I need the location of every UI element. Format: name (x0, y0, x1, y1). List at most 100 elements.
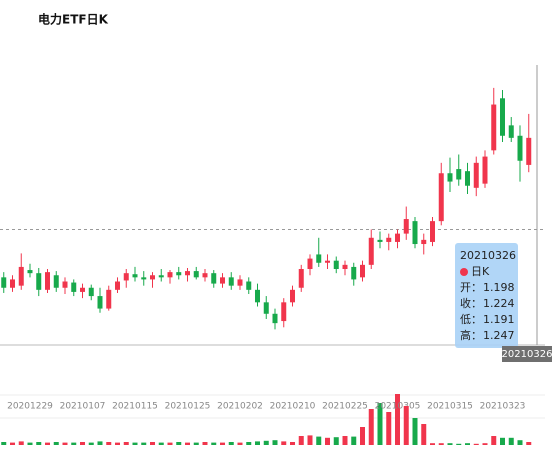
x-tick-label: 20210323 (480, 402, 526, 412)
tooltip-date: 20210326 (460, 249, 516, 262)
volume-bar (421, 424, 427, 445)
volume-bar (482, 443, 488, 445)
candle-body (272, 313, 278, 324)
volume-bar (88, 442, 94, 445)
x-tick-label: 20210210 (270, 402, 316, 412)
candle-body (517, 135, 523, 161)
candle-body (220, 277, 225, 284)
candle-body (115, 281, 120, 290)
candle-body (132, 274, 138, 278)
tooltip-label: 收： (460, 296, 482, 310)
volume-bar (298, 436, 304, 445)
candle-body (228, 277, 234, 286)
volume-bar (438, 443, 444, 445)
candle-body (255, 289, 260, 303)
volume-bar (10, 442, 15, 445)
volume-bar (237, 442, 243, 445)
candle-body (281, 302, 287, 322)
volume-bar (132, 442, 138, 445)
candle-body (333, 260, 339, 270)
volume-bar (456, 443, 462, 445)
volume-bar (281, 441, 287, 445)
volume-bar (272, 440, 278, 445)
candle-body (412, 221, 418, 245)
volume-bar (412, 418, 418, 445)
candle-body (167, 272, 173, 278)
candle-body (351, 266, 357, 280)
volume-bar (473, 443, 479, 445)
volume-bar (526, 442, 532, 445)
volume-bar (185, 442, 190, 445)
tooltip-value: 1.191 (483, 313, 515, 326)
candle-body (158, 275, 164, 278)
volume-bar (62, 442, 68, 445)
tooltip-dot (460, 268, 468, 276)
candle-body (211, 273, 217, 284)
candle-body (447, 173, 453, 182)
candle-body (141, 277, 147, 280)
candle-body (246, 281, 252, 290)
tooltip-label: 高： (460, 328, 482, 342)
candle-body (290, 289, 295, 303)
candle-body (185, 271, 190, 276)
tooltip-box (455, 243, 518, 348)
candle-body (62, 281, 68, 288)
volume-bar (447, 443, 453, 445)
candle-body (176, 272, 182, 276)
volume-bar (167, 442, 173, 445)
volume-bar (325, 437, 330, 445)
candle-body (500, 98, 505, 136)
candle-body (430, 221, 435, 242)
candle-body (193, 271, 199, 278)
volume-bar (220, 442, 225, 445)
x-tick-label: 20210107 (60, 402, 106, 412)
x-tick-label: 20210115 (112, 402, 158, 412)
x-tick-label: 20210125 (165, 402, 211, 412)
candle-body (45, 272, 50, 290)
candle-body (150, 275, 155, 280)
volume-bar (368, 409, 374, 445)
candle-body (307, 258, 313, 270)
x-tick-label: 20210315 (427, 402, 473, 412)
volume-bar (176, 442, 182, 445)
volume-bar (71, 442, 77, 445)
crosshair-label: 20210326 (502, 349, 553, 360)
candle-body (421, 239, 427, 245)
volume-bar (430, 443, 435, 445)
candle-body (456, 169, 462, 180)
volume-bar (106, 442, 112, 445)
volume-bar (193, 442, 199, 445)
volume-bar (202, 442, 208, 445)
tooltip-value: 1.247 (483, 329, 515, 342)
tooltip-value: 1.198 (483, 281, 515, 294)
candle-body (438, 173, 444, 222)
crosshair-label-box (502, 346, 552, 362)
volume-bar (508, 437, 514, 445)
candle-body (342, 264, 348, 270)
volume-bar (316, 436, 322, 445)
x-tick-label: 20210305 (375, 402, 421, 412)
volume-bar (141, 442, 147, 445)
volume-bar (403, 406, 409, 445)
candle-body (386, 237, 392, 242)
tooltip-label: 低： (460, 313, 482, 326)
volume-bar (500, 437, 505, 445)
candle-body (403, 219, 409, 234)
volume-bar (150, 442, 155, 445)
tooltip-label: 开： (460, 281, 482, 294)
volume-bar (246, 442, 252, 445)
candle-body (123, 273, 129, 281)
candle-body (106, 289, 112, 309)
volume-bar (27, 442, 33, 445)
x-tick-label: 20210202 (217, 402, 263, 412)
candle-body (1, 277, 7, 288)
candle-body (88, 287, 94, 297)
volume-bar (360, 427, 365, 445)
volume-bar (377, 403, 383, 445)
candle-body (27, 270, 33, 274)
candle-body (18, 266, 24, 286)
volume-bar (80, 442, 85, 445)
volume-bar (290, 442, 295, 445)
candle-body (53, 275, 59, 288)
